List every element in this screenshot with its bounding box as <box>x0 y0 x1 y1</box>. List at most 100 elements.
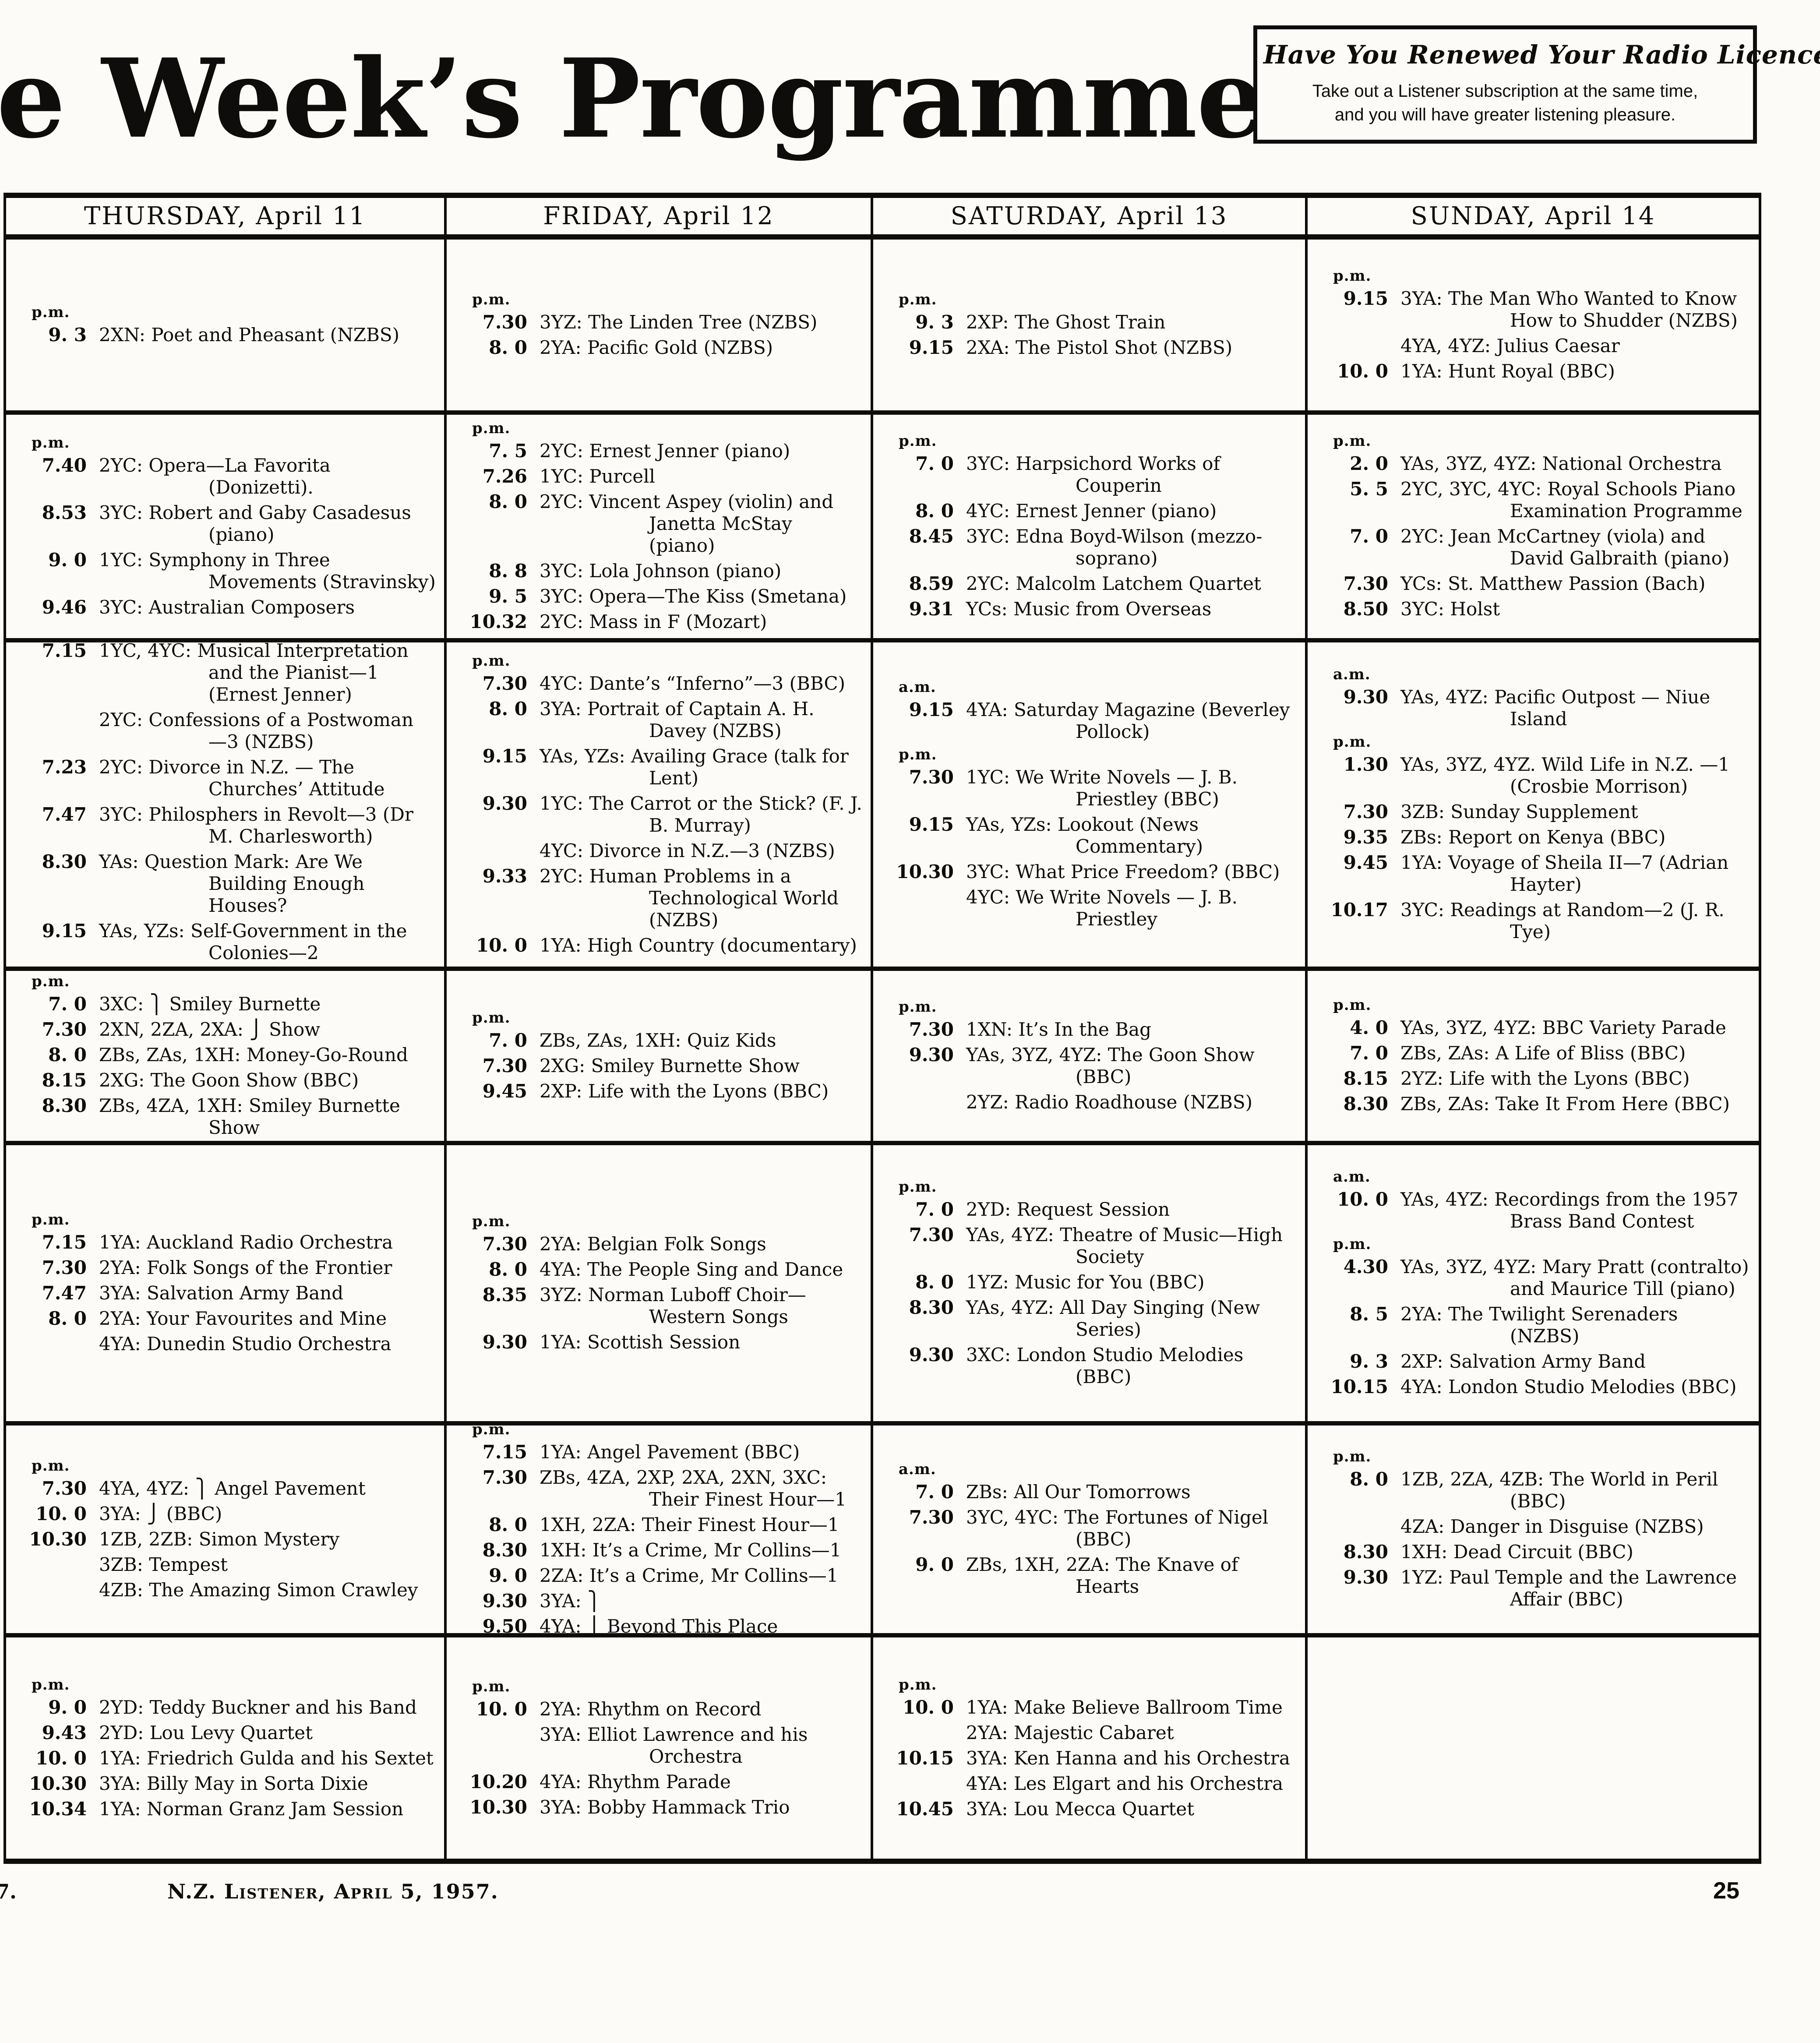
section-cell: a.m. 9.15 4YA: Saturday Magazine (Beverley… <box>873 642 1308 971</box>
section-cell <box>1308 1637 1759 1859</box>
listing-text: 4YA: Dunedin Studio Orchestra <box>99 1333 436 1355</box>
listing-text: 2XP: Life with the Lyons (BBC) <box>540 1080 863 1102</box>
station-callsigns: ZBs, 1XH, 2ZA: <box>966 1554 1110 1575</box>
listing-text: 3XC: ⎫ Smiley Burnette <box>99 993 436 1015</box>
listing-item: 4ZB: The Amazing Simon Crawley <box>17 1579 436 1601</box>
listing-time: 10. 0 <box>476 1698 527 1720</box>
listing-item: 4. 0 YAs, 3YZ, 4YZ: BBC Variety Parade <box>1318 1017 1751 1039</box>
listing-time: 10.20 <box>469 1771 527 1792</box>
listing-time: 7.30 <box>909 1019 954 1040</box>
listing-item: 8.15 2XG: The Goon Show (BBC) <box>17 1069 436 1091</box>
listing-text: 3XC: London Studio Melodies (BBC) <box>966 1344 1297 1388</box>
listing-item: 4ZA: Danger in Disguise (NZBS) <box>1318 1516 1751 1538</box>
listing-text: 2XG: The Goon Show (BBC) <box>99 1069 436 1091</box>
listing-text: YAs, YZs: Availing Grace (talk for Lent) <box>540 745 863 789</box>
meridiem-label: p.m. <box>899 1178 937 1196</box>
programme-description: Norman Granz Jam Session <box>141 1798 404 1820</box>
listing-text: 4YA: Rhythm Parade <box>540 1771 863 1793</box>
listing-text: 2YC: Vincent Aspey (violin) and Janetta … <box>540 491 863 557</box>
listing-time: 10. 0 <box>1337 360 1388 382</box>
station-callsigns: YAs, 3YZ, 4YZ: <box>966 1044 1102 1066</box>
station-callsigns: 3ZB: <box>99 1554 143 1575</box>
listing-text: 3YA: Elliot Lawrence and his Orchestra <box>540 1724 863 1768</box>
meridiem-label: p.m. <box>472 1213 511 1230</box>
listing-text: 2YC: Divorce in N.Z. — The Churches’ Att… <box>99 756 436 800</box>
listing-item: 7.47 3YA: Salvation Army Band <box>17 1282 436 1304</box>
meridiem-label: p.m. <box>32 1457 70 1475</box>
listing-item: 10. 0 1YA: Hunt Royal (BBC) <box>1318 360 1751 382</box>
listing-time: 7.30 <box>909 1224 954 1246</box>
programme-description: Divorce in N.Z. — The Churches’ Attitude <box>143 756 385 800</box>
section-cell: p.m. 7.15 1YA: Auckland Radio Orchestra 7.3… <box>6 1145 447 1426</box>
listing-item: 8.30 ZBs, ZAs: Take It From Here (BBC) <box>1318 1093 1751 1115</box>
listing-item: 9. 5 3YC: Opera—The Kiss (Smetana) <box>457 586 863 607</box>
listing-time: 10. 0 <box>35 1503 87 1524</box>
programme-description: ⎫ Smiley Burnette <box>144 993 321 1015</box>
listing-item: 4YA: Les Elgart and his Orchestra <box>884 1773 1297 1795</box>
listing-time: 9. 3 <box>915 311 954 333</box>
listing-item: 7.30 2XG: Smiley Burnette Show <box>457 1055 863 1077</box>
listing-text: 4YA: The People Sing and Dance <box>540 1259 863 1281</box>
listing-text: 4YA, 4YZ: ⎫ Angel Pavement <box>99 1478 436 1500</box>
programme-description: St. Matthew Passion (Bach) <box>1442 573 1706 594</box>
listing-time <box>17 709 87 753</box>
listing-text: 2YC: Human Problems in a Technological W… <box>540 865 863 931</box>
programme-description: Angel Pavement (BBC) <box>581 1441 800 1463</box>
section-cell: p.m. 7.30 2YA: Belgian Folk Songs 8. 0 4YA: … <box>447 1145 873 1426</box>
listing-item: 7. 0 3YC: Harpsichord Works of Couperin <box>884 453 1297 497</box>
programme-description: Ernest Jenner (piano) <box>583 440 790 462</box>
listing-time: 9.43 <box>42 1722 87 1743</box>
programme-description: Vincent Aspey (violin) and Janetta McSta… <box>583 491 834 556</box>
programme-description: All Our Tomorrows <box>1008 1481 1191 1503</box>
listing-time: 9.30 <box>482 793 527 814</box>
station-callsigns: 1YA: <box>99 1798 141 1820</box>
meridiem-label: p.m. <box>1333 1235 1372 1253</box>
programme-description: Music from Overseas <box>1007 598 1212 620</box>
section-cell: p.m. 7. 0 3YC: Harpsichord Works of Couper… <box>873 415 1308 642</box>
listing-time: 7.15 <box>42 1231 87 1253</box>
listing-time: 7.30 <box>1343 573 1388 594</box>
programme-description: London Studio Melodies (BBC) <box>1442 1376 1737 1397</box>
listing-item: 8. 0 2YA: Your Favourites and Mine <box>17 1308 436 1330</box>
station-callsigns: 1ZB, 2ZB: <box>99 1528 193 1550</box>
listing-text: YAs, YZs: Self-Government in the Colonie… <box>99 920 436 964</box>
station-callsigns: 3YA: <box>1400 288 1443 309</box>
listing-item: 10.30 1ZB, 2ZB: Simon Mystery <box>17 1528 436 1550</box>
listing-item: 9.30 1YC: The Carrot or the Stick? (F. J.… <box>457 793 863 836</box>
listing-time: 10.15 <box>896 1747 954 1769</box>
programme-description: Music for You (BBC) <box>1009 1271 1205 1293</box>
listing-item: 7.30 2YA: Belgian Folk Songs <box>457 1233 863 1255</box>
section-cell: p.m. 4. 0 YAs, 3YZ, 4YZ: BBC Variety Parad… <box>1308 971 1759 1145</box>
listing-time: 7.30 <box>482 1467 527 1488</box>
listing-text: 1YC: Purcell <box>540 466 863 487</box>
programme-description: The Pistol Shot (NZBS) <box>1009 337 1233 358</box>
listing-time: 7. 0 <box>915 453 954 474</box>
meridiem-label: p.m. <box>899 1676 937 1694</box>
section-cell: p.m. 7.30 3YZ: The Linden Tree (NZBS) 8. 0 2… <box>447 240 873 415</box>
listing-item: 4YC: We Write Novels — J. B. Priestley <box>884 886 1297 930</box>
listing-time: 9.30 <box>909 1044 954 1066</box>
station-callsigns: 2XG: <box>540 1055 586 1076</box>
listing-text: 1XH, 2ZA: Their Finest Hour—1 <box>540 1514 863 1536</box>
listing-text: 4ZB: The Amazing Simon Crawley <box>99 1579 436 1601</box>
listing-item: 4YA: Dunedin Studio Orchestra <box>17 1333 436 1355</box>
listing-text: 2XN, 2ZA, 2XA: ⎭ Show <box>99 1019 436 1041</box>
listing-text: 3YA: ⎭ (BBC) <box>99 1503 436 1525</box>
listing-item: 9.15 YAs, YZs: Lookout (News Commentary) <box>884 814 1297 857</box>
programme-description: Pacific Gold (NZBS) <box>581 337 773 358</box>
programme-description: All Day Singing (New Series) <box>1054 1297 1260 1340</box>
station-callsigns: 1YA: <box>540 1441 582 1463</box>
listing-text: 3YA: Bobby Hammack Trio <box>540 1796 863 1818</box>
listing-item: 8. 0 1ZB, 2ZA, 4ZB: The World in Peril (B… <box>1318 1468 1751 1512</box>
listing-item: 10.30 3YC: What Price Freedom? (BBC) <box>884 861 1297 883</box>
listing-text: 4YA, 4YZ: Julius Caesar <box>1400 335 1751 357</box>
listing-time: 10.17 <box>1330 899 1388 921</box>
listing-item: 7.15 1YC, 4YC: Musical Interpretation and… <box>17 642 436 706</box>
listing-item: 9.43 2YD: Lou Levy Quartet <box>17 1722 436 1744</box>
listing-text: ZBs: Report on Kenya (BBC) <box>1400 826 1751 848</box>
programme-description: BBC Variety Parade <box>1536 1017 1726 1038</box>
station-callsigns: 3YC: <box>1400 899 1444 921</box>
station-callsigns: YAs, YZs: <box>966 814 1052 835</box>
station-callsigns: 3XC: <box>99 993 144 1015</box>
